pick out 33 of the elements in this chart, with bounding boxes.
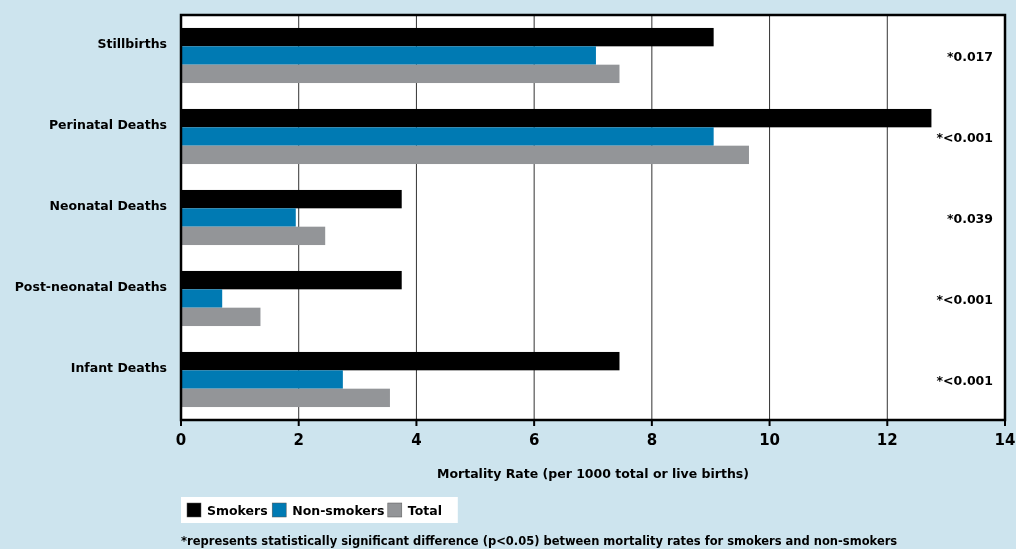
x-tick-label: 0	[175, 431, 187, 449]
legend-label: Smokers	[207, 503, 268, 518]
bar	[181, 370, 343, 389]
legend-label: Non-smokers	[292, 503, 385, 518]
y-tick-label: Infant Deaths	[70, 359, 167, 375]
annotation: *<0.001	[936, 291, 993, 307]
x-tick-label: 6	[528, 431, 540, 449]
y-tick-label: Perinatal Deaths	[48, 116, 167, 132]
bar	[181, 307, 261, 327]
bar	[181, 226, 326, 246]
annotation: *<0.001	[936, 372, 993, 388]
x-tick-label: 4	[411, 431, 422, 449]
bar	[181, 208, 296, 227]
text: *represents statistically significant difference (p<0.05) between mortality rates for smokers and non-smokers	[181, 534, 898, 548]
x-tick-label: 2	[293, 431, 304, 449]
x-tick-label: 12	[876, 431, 898, 449]
annotation: *<0.001	[936, 129, 993, 145]
x-tick-label: 10	[759, 431, 781, 449]
x-axis-title: Mortality Rate (per 1000 total or live births)	[437, 466, 749, 481]
y-tick-label: Post-neonatal Deaths	[14, 278, 167, 294]
bar	[181, 64, 620, 84]
legend-label: Total	[407, 503, 442, 518]
bar	[181, 127, 714, 146]
y-tick-label: Stillbirths	[97, 35, 167, 51]
y-tick-label: Neonatal Deaths	[49, 197, 167, 213]
annotation: *0.039	[946, 210, 993, 226]
x-tick-label: 14	[994, 431, 1016, 449]
bar	[181, 46, 596, 65]
bar	[181, 388, 390, 408]
bar	[181, 289, 223, 308]
x-tick-label: 8	[646, 431, 658, 449]
bar	[181, 145, 749, 165]
annotation: *0.017	[946, 48, 993, 64]
